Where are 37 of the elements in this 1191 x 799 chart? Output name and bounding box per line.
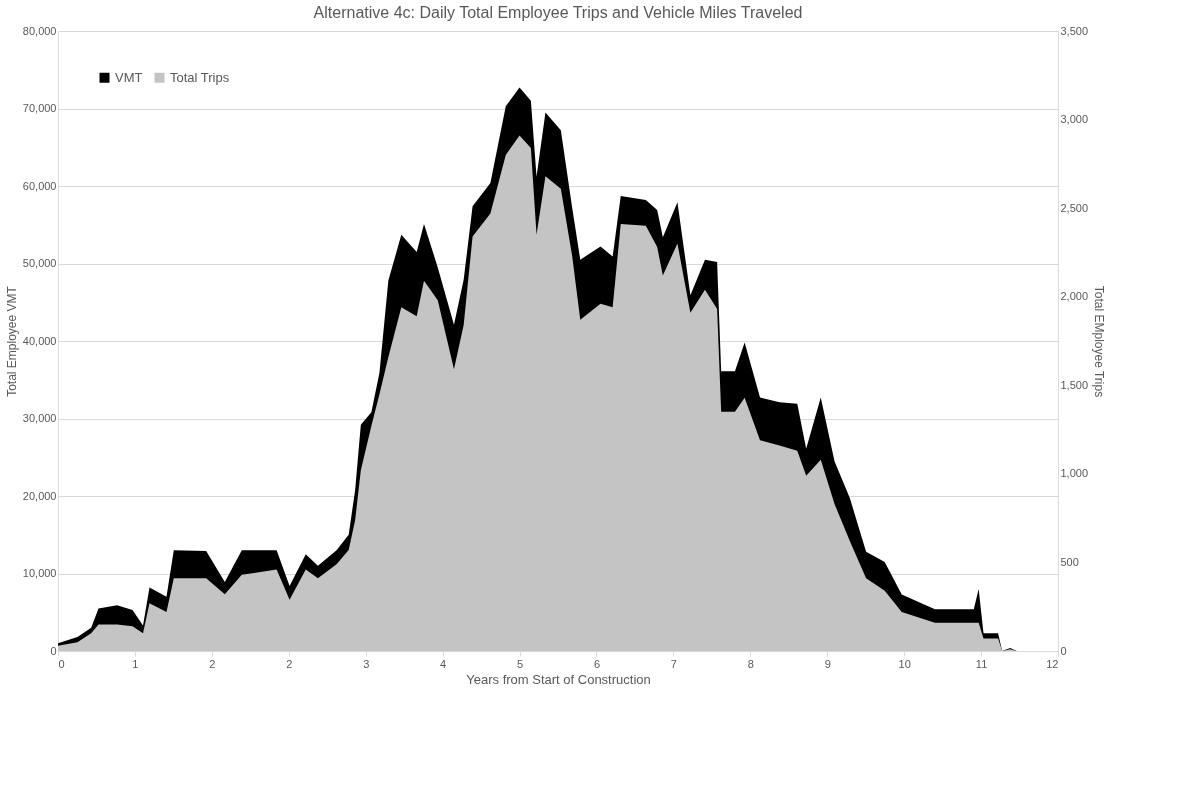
x-tick-label: 9 [824,657,831,670]
y2-tick-label: 2,500 [1060,201,1089,214]
y2-axis-title: Total EMployee Trips [1092,285,1107,398]
y-tick-label: 80,000 [22,24,57,37]
y2-tick-label: 500 [1060,555,1079,568]
y2-tick-label: 2,000 [1060,290,1089,303]
y-tick-label: 30,000 [22,412,57,424]
x-axis-title: Years from Start of Construction [466,671,651,687]
y-tick-label: 60,000 [22,179,57,192]
y-tick-label: 40,000 [22,334,57,347]
x-tick-label: 2 [286,657,293,670]
y2-tick-label: 0 [1060,644,1067,657]
legend-label: Total Trips [170,69,230,85]
y2-tick-label: 3,500 [1060,24,1089,37]
x-tick-label: 10 [898,657,911,670]
x-tick-label: 2 [209,657,216,670]
y-tick-label: 20,000 [22,489,57,502]
x-tick-label: 7 [670,657,677,670]
x-tick-label: 0 [58,657,65,670]
y-tick-label: 70,000 [22,102,57,114]
y2-tick-label: 1,500 [1060,378,1089,391]
x-tick-label: 5 [516,657,524,670]
x-tick-label: 11 [975,657,988,670]
y-axis-title: Total Employee VMT [4,285,19,397]
x-tick-label: 4 [440,657,447,670]
x-tick-label: 8 [747,657,754,670]
legend-label: VMT [115,69,143,85]
y2-tick-label: 1,000 [1060,467,1089,480]
chart-title: Alternative 4c: Daily Total Employee Trips and Vehicle Miles Traveled [313,4,803,21]
y2-tick-label: 3,000 [1060,113,1089,126]
y-tick-label: 0 [50,644,57,657]
x-tick-label: 6 [593,657,601,670]
x-tick-label: 3 [363,657,370,670]
x-tick-label: 12 [1046,657,1059,670]
x-tick-label: 1 [132,657,139,670]
y-tick-label: 10,000 [22,567,57,579]
y-tick-label: 50,000 [22,257,57,269]
